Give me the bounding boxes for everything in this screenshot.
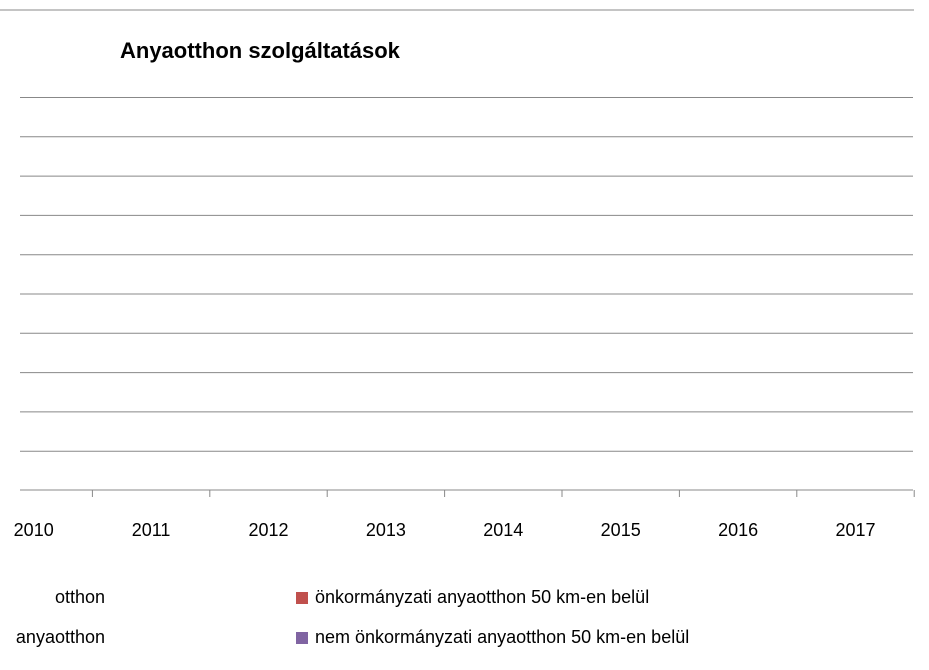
legend-label: otthon: [55, 587, 105, 607]
legend-swatch: [296, 592, 308, 604]
x-tick-label: 2011: [132, 520, 171, 540]
x-tick-label: 2010: [14, 520, 54, 540]
gridlines: [20, 97, 913, 452]
legend-label: anyaotthon: [16, 627, 105, 647]
legend-label: nem önkormányzati anyaotthon 50 km-en be…: [315, 627, 689, 647]
legend-swatch: [296, 632, 308, 644]
x-tick-label: 2013: [366, 520, 406, 540]
chart-title: Anyaotthon szolgáltatások: [120, 38, 401, 63]
x-tick-label: 2016: [718, 520, 758, 540]
x-tick-label: 2014: [483, 520, 523, 540]
x-tick-label: 2012: [248, 520, 288, 540]
x-tick-label: 2015: [601, 520, 641, 540]
legend-label: önkormányzati anyaotthon 50 km-en belül: [315, 587, 649, 607]
x-tick-label: 2017: [835, 520, 875, 540]
